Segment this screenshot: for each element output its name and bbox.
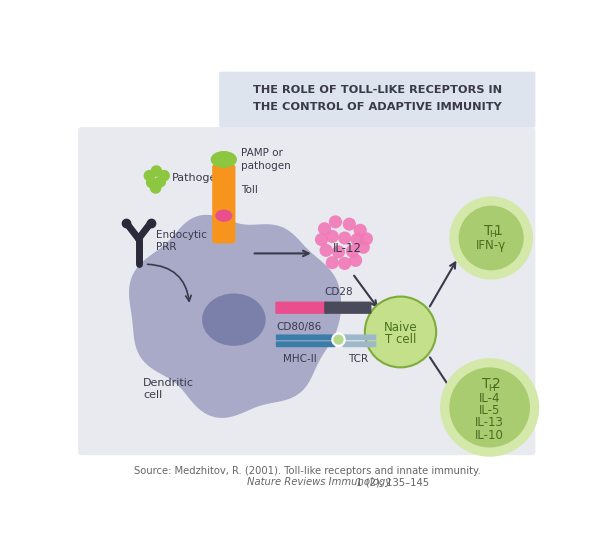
Circle shape xyxy=(350,233,364,246)
FancyBboxPatch shape xyxy=(343,342,376,347)
Text: IL-10: IL-10 xyxy=(475,429,504,442)
Text: T cell: T cell xyxy=(385,333,416,346)
FancyBboxPatch shape xyxy=(343,334,376,340)
FancyBboxPatch shape xyxy=(78,127,535,455)
Circle shape xyxy=(326,230,339,243)
Text: Naive: Naive xyxy=(383,321,418,334)
Circle shape xyxy=(458,206,524,271)
Text: IL-12: IL-12 xyxy=(334,241,362,254)
FancyBboxPatch shape xyxy=(275,301,328,314)
Polygon shape xyxy=(129,215,341,418)
Text: T: T xyxy=(482,377,491,391)
FancyBboxPatch shape xyxy=(324,301,371,314)
Circle shape xyxy=(143,170,155,182)
Circle shape xyxy=(332,245,345,258)
Text: Source: Medzhitov, R. (2001). Toll-like receptors and innate immunity.: Source: Medzhitov, R. (2001). Toll-like … xyxy=(134,466,481,476)
Circle shape xyxy=(329,215,342,229)
Ellipse shape xyxy=(202,293,266,346)
Circle shape xyxy=(440,358,539,457)
Text: THE CONTROL OF ADAPTIVE IMMUNITY: THE CONTROL OF ADAPTIVE IMMUNITY xyxy=(253,102,502,112)
Circle shape xyxy=(151,165,162,177)
Circle shape xyxy=(353,224,367,237)
Circle shape xyxy=(318,222,331,235)
Ellipse shape xyxy=(211,151,237,168)
Circle shape xyxy=(338,231,351,245)
Circle shape xyxy=(326,256,339,269)
FancyBboxPatch shape xyxy=(212,164,235,243)
Text: TCR: TCR xyxy=(348,354,368,364)
Circle shape xyxy=(338,257,351,270)
FancyBboxPatch shape xyxy=(276,342,335,347)
Text: MHC-II: MHC-II xyxy=(283,354,317,364)
Circle shape xyxy=(449,196,533,280)
Text: 2: 2 xyxy=(492,377,501,391)
Text: T: T xyxy=(484,224,493,238)
Text: IL-4: IL-4 xyxy=(479,392,500,405)
Text: H: H xyxy=(488,383,494,392)
Ellipse shape xyxy=(215,210,232,222)
FancyBboxPatch shape xyxy=(276,334,335,340)
Circle shape xyxy=(343,217,356,231)
Text: pathogen: pathogen xyxy=(241,160,290,170)
Circle shape xyxy=(360,232,373,245)
Text: Endocytic
PRR: Endocytic PRR xyxy=(155,230,206,252)
Circle shape xyxy=(146,177,158,188)
Circle shape xyxy=(346,245,359,258)
Circle shape xyxy=(349,254,362,267)
Text: 1: 1 xyxy=(494,224,503,238)
Circle shape xyxy=(158,170,170,182)
Text: CD80/86: CD80/86 xyxy=(277,323,322,333)
Circle shape xyxy=(320,244,332,257)
Circle shape xyxy=(449,367,530,447)
Circle shape xyxy=(332,334,344,346)
Circle shape xyxy=(150,182,161,194)
Text: Dendritic
cell: Dendritic cell xyxy=(143,378,194,400)
Text: THE ROLE OF TOLL-LIKE RECEPTORS IN: THE ROLE OF TOLL-LIKE RECEPTORS IN xyxy=(253,85,502,95)
Text: IFN-γ: IFN-γ xyxy=(476,239,506,252)
Circle shape xyxy=(357,241,370,254)
Circle shape xyxy=(365,296,436,367)
Text: 1 (2): 135–145: 1 (2): 135–145 xyxy=(353,477,430,487)
Circle shape xyxy=(154,176,166,188)
Text: IL-5: IL-5 xyxy=(479,404,500,417)
Text: Pathogen: Pathogen xyxy=(172,173,224,183)
Text: H: H xyxy=(490,230,496,239)
Circle shape xyxy=(315,233,328,246)
Text: CD28: CD28 xyxy=(325,287,353,297)
Text: Nature Reviews Immunology: Nature Reviews Immunology xyxy=(247,477,391,487)
Text: IL-13: IL-13 xyxy=(475,416,504,429)
Text: Toll: Toll xyxy=(241,185,258,195)
FancyBboxPatch shape xyxy=(219,72,535,127)
Text: PAMP or: PAMP or xyxy=(241,148,283,158)
